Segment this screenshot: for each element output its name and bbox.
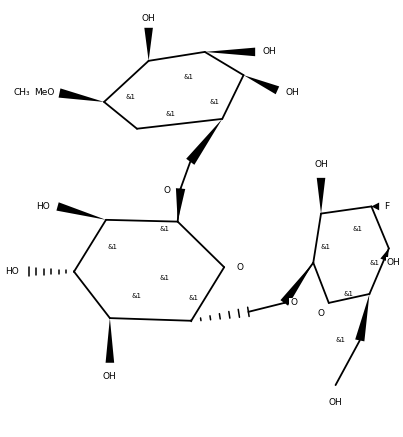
Text: &1: &1 xyxy=(159,226,169,232)
Text: O: O xyxy=(36,89,43,97)
Text: CH₃: CH₃ xyxy=(14,89,31,97)
Text: O: O xyxy=(290,298,297,307)
Text: OH: OH xyxy=(103,372,117,381)
Text: &1: &1 xyxy=(183,74,193,80)
Text: OH: OH xyxy=(285,87,299,97)
Text: &1: &1 xyxy=(353,226,363,232)
Text: &1: &1 xyxy=(321,244,331,250)
Text: &1: &1 xyxy=(335,337,345,343)
Text: OH: OH xyxy=(263,47,277,56)
Polygon shape xyxy=(317,178,325,214)
Text: HO: HO xyxy=(5,267,19,276)
Polygon shape xyxy=(58,88,104,102)
Text: &1: &1 xyxy=(108,244,118,250)
Text: &1: &1 xyxy=(210,99,220,105)
Polygon shape xyxy=(243,75,279,94)
Polygon shape xyxy=(380,248,389,261)
Text: &1: &1 xyxy=(343,291,353,297)
Polygon shape xyxy=(106,318,114,363)
Text: O: O xyxy=(237,263,244,272)
Text: OH: OH xyxy=(314,160,328,169)
Polygon shape xyxy=(56,202,106,220)
Polygon shape xyxy=(144,28,153,61)
Text: OH: OH xyxy=(329,399,343,407)
Text: &1: &1 xyxy=(369,260,379,266)
Text: &1: &1 xyxy=(159,275,169,281)
Text: OH: OH xyxy=(387,258,401,267)
Polygon shape xyxy=(205,48,255,56)
Text: MeO: MeO xyxy=(34,89,55,97)
Text: O: O xyxy=(164,186,171,195)
Polygon shape xyxy=(186,119,222,165)
Text: &1: &1 xyxy=(125,94,135,100)
Polygon shape xyxy=(176,188,185,222)
Text: &1: &1 xyxy=(188,295,198,302)
Text: HO: HO xyxy=(36,202,50,211)
Text: &1: &1 xyxy=(166,111,176,118)
Polygon shape xyxy=(372,202,379,210)
Text: O: O xyxy=(318,309,324,318)
Text: &1: &1 xyxy=(132,293,142,299)
Text: OH: OH xyxy=(142,14,156,23)
Polygon shape xyxy=(280,263,313,305)
Polygon shape xyxy=(355,294,370,341)
Text: F: F xyxy=(384,202,389,211)
